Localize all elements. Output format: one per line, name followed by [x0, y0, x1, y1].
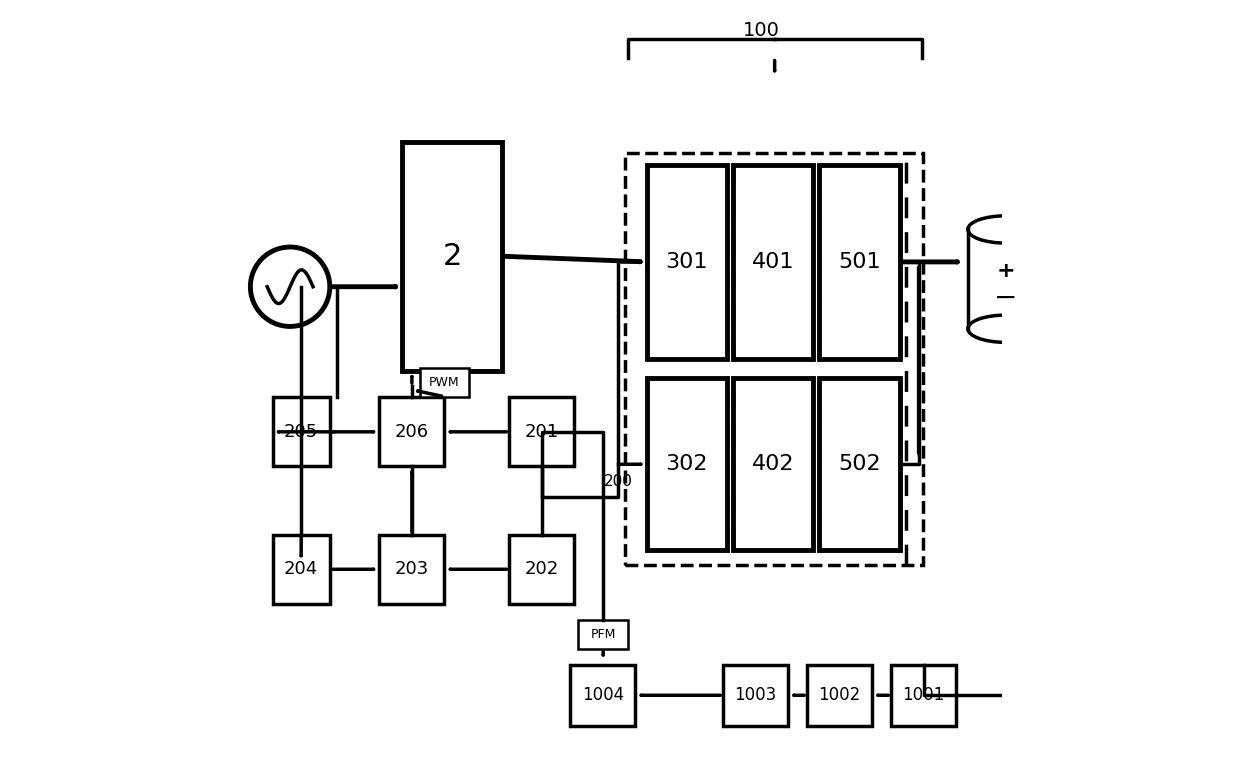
Text: PWM: PWM: [429, 376, 460, 388]
FancyBboxPatch shape: [510, 535, 574, 604]
FancyBboxPatch shape: [723, 665, 787, 726]
Text: 204: 204: [284, 560, 319, 578]
FancyBboxPatch shape: [892, 665, 956, 726]
Text: 302: 302: [666, 454, 708, 474]
FancyBboxPatch shape: [402, 141, 502, 371]
Text: 2: 2: [443, 242, 461, 271]
FancyBboxPatch shape: [379, 398, 444, 466]
Text: 1004: 1004: [582, 686, 624, 704]
FancyBboxPatch shape: [570, 665, 635, 726]
Text: +: +: [996, 262, 1016, 282]
FancyBboxPatch shape: [510, 398, 574, 466]
Text: 203: 203: [394, 560, 429, 578]
Text: 401: 401: [751, 252, 795, 272]
FancyBboxPatch shape: [578, 620, 627, 648]
FancyBboxPatch shape: [820, 164, 899, 359]
Text: 206: 206: [394, 423, 429, 441]
Text: 1001: 1001: [903, 686, 945, 704]
FancyBboxPatch shape: [273, 398, 330, 466]
FancyBboxPatch shape: [273, 535, 330, 604]
FancyBboxPatch shape: [820, 378, 899, 550]
FancyBboxPatch shape: [733, 164, 813, 359]
Text: 502: 502: [838, 454, 880, 474]
Text: 1002: 1002: [818, 686, 861, 704]
Text: 201: 201: [525, 423, 559, 441]
Text: 301: 301: [666, 252, 708, 272]
FancyBboxPatch shape: [733, 378, 813, 550]
Text: PFM: PFM: [590, 628, 616, 641]
FancyBboxPatch shape: [647, 378, 727, 550]
Text: 402: 402: [751, 454, 795, 474]
FancyBboxPatch shape: [419, 367, 469, 397]
Text: 501: 501: [838, 252, 880, 272]
Text: 202: 202: [525, 560, 559, 578]
Text: 1003: 1003: [734, 686, 776, 704]
Text: 205: 205: [284, 423, 319, 441]
Text: −: −: [994, 284, 1017, 312]
FancyBboxPatch shape: [647, 164, 727, 359]
Text: 200: 200: [604, 474, 632, 489]
Text: 100: 100: [743, 22, 780, 40]
FancyBboxPatch shape: [379, 535, 444, 604]
FancyBboxPatch shape: [807, 665, 872, 726]
